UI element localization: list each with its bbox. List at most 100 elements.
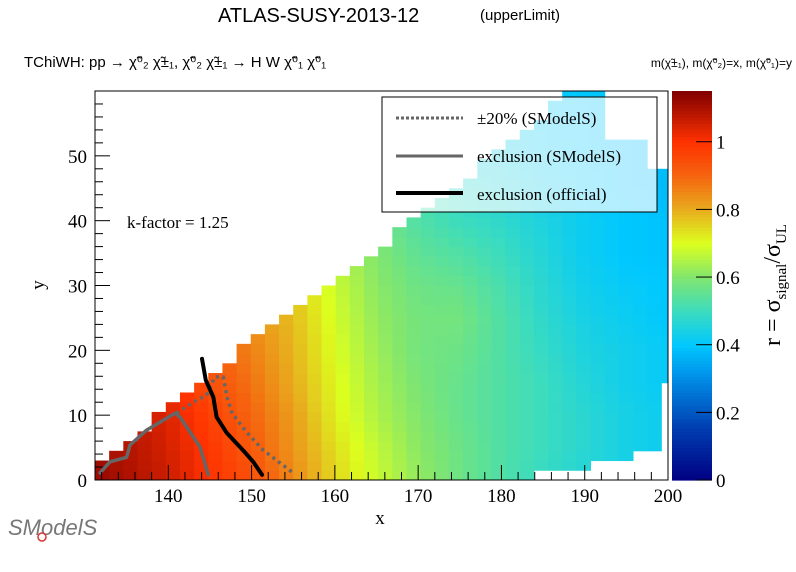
heatmap-cell [519, 411, 535, 423]
heatmap-cell [633, 314, 648, 325]
heatmap-cell [477, 266, 492, 277]
heatmap-cell [420, 207, 436, 218]
colorbar-segment [672, 301, 712, 306]
heatmap-cell [519, 353, 535, 364]
heatmap-cell [618, 236, 634, 248]
heatmap-cell [293, 382, 308, 393]
heatmap-cell [590, 431, 606, 442]
heatmap-cell [505, 207, 521, 218]
colorbar-segment [672, 395, 712, 400]
heatmap-cell [392, 421, 407, 432]
heatmap-cell [406, 402, 422, 413]
heatmap-cell [647, 227, 662, 238]
colorbar-segment [672, 107, 712, 112]
heatmap-cell [321, 334, 337, 345]
heatmap-cell [633, 402, 648, 413]
heatmap-cell [576, 324, 592, 335]
heatmap-cell [349, 402, 365, 413]
x-tick-label: 180 [487, 486, 516, 507]
heatmap-cell [519, 421, 535, 432]
heatmap-cell [477, 411, 492, 423]
heatmap-cell [533, 246, 549, 257]
heatmap-cell [618, 217, 634, 228]
heatmap-cell [378, 402, 393, 413]
heatmap-cell [576, 314, 592, 325]
colorbar-segment [672, 269, 712, 274]
legend-label-1: exclusion (SModelS) [477, 147, 621, 166]
colorbar-segment [672, 343, 712, 348]
heatmap-cell [264, 421, 280, 432]
heatmap-cell [633, 256, 648, 267]
heatmap-cell [590, 411, 606, 423]
heatmap-cell [590, 392, 606, 403]
heatmap-cell [293, 450, 308, 462]
heatmap-cell [491, 334, 507, 345]
heatmap-cell [349, 382, 365, 393]
heatmap-cell [250, 450, 266, 462]
heatmap-cell [392, 314, 407, 325]
heatmap-cell [505, 402, 521, 413]
heatmap-cell [604, 285, 620, 296]
heatmap-cell [264, 441, 280, 452]
heatmap-cell [392, 227, 407, 238]
heatmap-cell [618, 431, 634, 442]
heatmap-cell [533, 382, 549, 393]
heatmap-cell [448, 236, 464, 248]
heatmap-cell [633, 363, 648, 374]
heatmap-cell [548, 363, 563, 374]
heatmap-cell [279, 334, 294, 345]
heatmap-cell [321, 441, 337, 452]
heatmap-cell [548, 227, 563, 238]
heatmap-cell [378, 392, 393, 403]
heatmap-cell [279, 373, 294, 384]
heatmap-cell [420, 256, 436, 267]
heatmap-cell [349, 275, 365, 286]
heatmap-cell [448, 334, 464, 345]
heatmap-cell [179, 460, 195, 471]
heatmap-cell [222, 421, 238, 432]
colorbar-segment [672, 113, 712, 118]
heatmap-cell [633, 411, 648, 423]
heatmap-cell [420, 246, 436, 257]
y-tick-label: 10 [68, 406, 87, 427]
heatmap-cell [661, 236, 669, 248]
heatmap-cell [420, 441, 436, 452]
heatmap-cell [293, 314, 308, 325]
heatmap-cell [420, 353, 436, 364]
heatmap-cell [519, 246, 535, 257]
heatmap-cell [618, 450, 634, 462]
heatmap-cell [505, 295, 521, 306]
heatmap-cell [491, 343, 507, 355]
heatmap-cell [576, 373, 592, 384]
heatmap-cell [463, 217, 478, 228]
heatmap-cell [533, 285, 549, 296]
heatmap-cell [661, 168, 669, 180]
heatmap-cell [618, 373, 634, 384]
heatmap-cell [123, 460, 138, 471]
colorbar-segment [672, 272, 712, 277]
heatmap-cell [491, 304, 507, 316]
heatmap-cell [618, 343, 634, 355]
heatmap-cell [576, 266, 592, 277]
heatmap-cell [406, 431, 422, 442]
heatmap-cell [279, 382, 294, 393]
heatmap-cell [321, 285, 337, 296]
heatmap-cell [392, 304, 407, 316]
heatmap-cell [307, 373, 323, 384]
heatmap-cell [548, 421, 563, 432]
heatmap-cell [364, 431, 379, 442]
heatmap-cell [293, 402, 308, 413]
colorbar-segment [672, 129, 712, 134]
heatmap-cell [633, 421, 648, 432]
colorbar-segment [672, 246, 712, 251]
colorbar-segment [672, 321, 712, 325]
heatmap-cell [364, 334, 379, 345]
y-tick-label: 40 [68, 212, 87, 233]
heatmap-cell [548, 217, 563, 228]
heatmap-cell [434, 441, 450, 452]
chart-title: ATLAS-SUSY-2013-12 [218, 5, 419, 27]
heatmap-cell [590, 227, 606, 238]
heatmap-cell [548, 353, 563, 364]
heatmap-cell [576, 431, 592, 442]
heatmap-cell [590, 373, 606, 384]
